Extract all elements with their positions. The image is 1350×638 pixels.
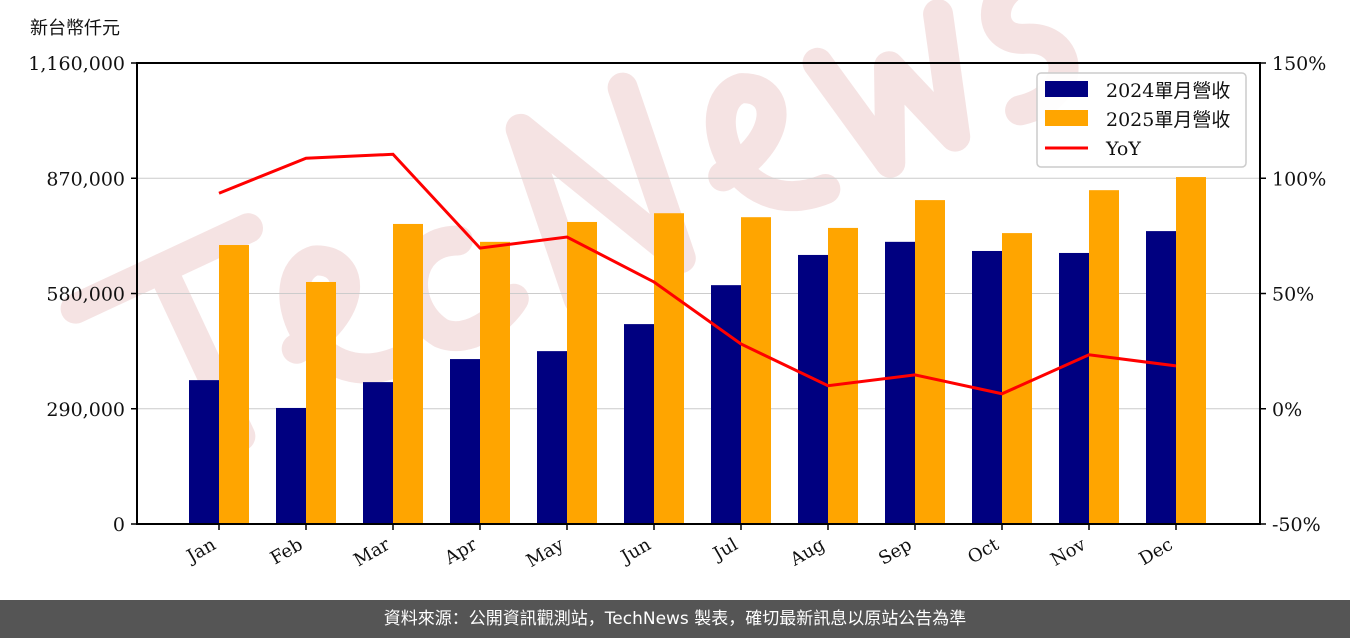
- bar-2025-feb: [306, 281, 336, 524]
- legend-label-2025: 2025單月營收: [1106, 109, 1230, 131]
- right-tick-label: 150%: [1272, 53, 1326, 75]
- right-tick-label: 50%: [1272, 284, 1314, 306]
- x-tick-label-feb: Feb: [267, 534, 307, 569]
- bar-2024-mar: [363, 382, 393, 524]
- watermark-stroke: [505, 72, 696, 315]
- x-tick-label-jan: Jan: [182, 534, 220, 568]
- bar-2025-jul: [741, 217, 771, 525]
- bar-2024-feb: [276, 407, 306, 524]
- bar-2024-jun: [624, 324, 654, 524]
- right-tick-label: 0%: [1272, 399, 1302, 421]
- bar-2025-apr: [480, 241, 510, 524]
- left-tick-label: 0: [113, 514, 125, 536]
- left-tick-label: 1,160,000: [28, 53, 125, 75]
- revenue-chart: 0 290,000 580,000 870,000 1,160,000 -50% 0% 50%…: [28, 0, 1326, 572]
- bar-2024-jan: [189, 380, 219, 524]
- bar-2024-dec: [1146, 231, 1176, 525]
- x-tick-label-jul: Jul: [708, 534, 742, 566]
- left-tick-label: 290,000: [46, 399, 125, 421]
- bar-2025-jun: [654, 213, 684, 524]
- source-footer: 資料來源：公開資訊觀測站，TechNews 製表，確切最新訊息以原站公告為準: [0, 600, 1350, 638]
- x-tick-label-aug: Aug: [786, 534, 829, 571]
- watermark-stroke: [802, 0, 971, 178]
- bar-2025-sep: [915, 200, 945, 524]
- yoy-line: [218, 152, 1177, 396]
- bar-2024-jul: [711, 285, 741, 524]
- bar-2024-nov: [1059, 252, 1089, 524]
- x-tick-label-jun: Jun: [616, 534, 655, 569]
- x-tick-label-may: May: [523, 534, 568, 572]
- legend-label-2024: 2024單月營收: [1106, 80, 1230, 102]
- bar-2025-dec: [1176, 177, 1206, 525]
- bar-2024-may: [537, 351, 567, 524]
- y-axis-unit-label: 新台幣仟元: [30, 18, 120, 39]
- x-tick-label-dec: Dec: [1136, 534, 1177, 570]
- bar-2025-mar: [393, 223, 423, 525]
- legend-swatch-2024: [1045, 81, 1088, 97]
- x-tick-label-nov: Nov: [1047, 534, 1090, 571]
- bar-2024-apr: [450, 359, 480, 524]
- bar-2024-sep: [885, 241, 915, 524]
- legend-swatch-2025: [1045, 110, 1088, 126]
- left-tick-label: 580,000: [46, 284, 125, 306]
- right-tick-label: -50%: [1272, 514, 1321, 536]
- x-tick-label-mar: Mar: [350, 534, 394, 571]
- x-tick-label-oct: Oct: [964, 534, 1003, 569]
- bar-2024-aug: [798, 254, 828, 524]
- bar-2025-may: [567, 221, 597, 524]
- left-tick-label: 870,000: [46, 168, 125, 190]
- x-tick-label-apr: Apr: [440, 534, 480, 569]
- bar-2025-oct: [1002, 233, 1032, 524]
- bar-2025-jan: [219, 245, 249, 525]
- right-tick-label: 100%: [1272, 168, 1326, 190]
- bar-2025-aug: [828, 227, 858, 524]
- watermark-stroke: [705, 73, 841, 211]
- x-tick-label-sep: Sep: [875, 534, 915, 569]
- legend-box: [1036, 72, 1247, 168]
- legend-label-yoy: YoY: [1105, 138, 1141, 160]
